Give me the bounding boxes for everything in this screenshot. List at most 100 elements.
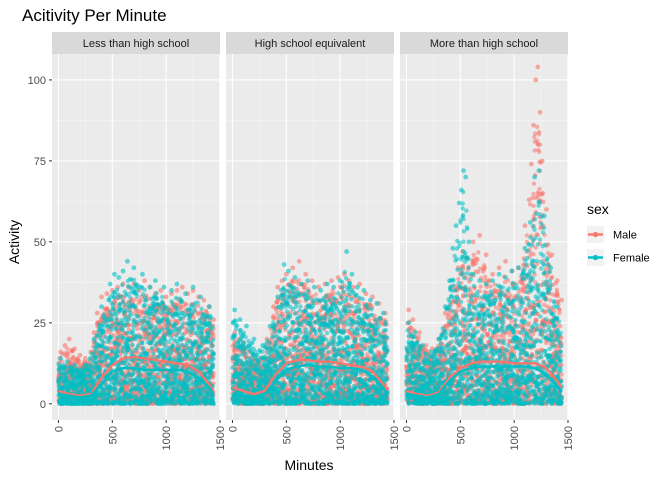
data-point [190,353,196,358]
data-point [200,325,205,331]
data-point [120,327,126,333]
data-point [144,328,149,333]
data-point [198,344,204,349]
data-point [173,322,178,327]
data-point [122,302,128,307]
data-point [208,315,214,321]
data-point [188,329,193,335]
data-point [151,351,156,356]
data-point [175,306,181,312]
data-point [199,306,204,312]
data-point [157,303,162,308]
data-point [174,281,180,287]
data-point [166,339,171,344]
data-point [153,381,159,386]
data-point [161,284,167,290]
data-point [62,343,68,348]
data-point [70,354,76,360]
data-point [99,350,105,355]
data-point [173,295,179,301]
data-point [126,361,131,367]
data-point [116,275,122,280]
data-point [179,299,185,304]
data-point [115,354,120,359]
data-point [211,356,216,361]
data-point [158,288,164,293]
data-point [111,295,117,300]
data-point [140,340,145,346]
data-point [115,349,121,354]
smooth-line-male [58,355,215,397]
data-point [99,304,104,310]
data-point [64,359,70,365]
data-point [211,331,216,336]
data-point [211,351,216,356]
data-point [171,398,176,403]
data-point [190,284,196,290]
data-point [178,316,184,321]
data-point [105,347,110,352]
data-point [124,331,129,336]
data-point [148,323,154,328]
data-point [202,358,208,363]
data-point [169,299,174,304]
data-point [153,324,158,329]
data-point [103,358,108,363]
data-point [93,348,99,353]
data-point [126,347,131,352]
data-point [66,336,72,342]
data-point [207,333,212,339]
data-point [126,327,132,332]
data-point [174,288,180,293]
data-point [125,292,130,297]
data-point [120,299,126,304]
data-point [180,321,185,326]
data-point [194,339,199,344]
data-point [184,330,189,335]
data-point [115,335,120,340]
data-point [65,346,70,351]
data-point [160,327,165,332]
data-point [208,373,213,378]
data-point [180,332,185,337]
data-point [200,312,206,317]
data-point [144,336,149,341]
data-point [107,389,113,395]
smooth-line-female [58,367,215,399]
data-point [196,397,202,402]
chart-title: Acitivity Per Minute [22,6,167,25]
data-point [127,377,132,382]
data-point [207,321,212,326]
data-point [192,304,197,309]
data-point [95,354,100,359]
data-point [163,339,168,344]
facet-strip-label: Less than high school [83,38,189,50]
data-point [162,333,167,338]
data-point [134,319,139,324]
data-point [210,324,215,330]
data-point [130,342,135,348]
data-point [311,379,317,385]
data-point [309,294,315,299]
data-point [135,293,140,299]
data-point [179,357,185,362]
data-point [156,378,162,383]
data-point [179,324,184,329]
data-point [162,345,167,351]
data-point [110,317,115,322]
data-point [59,375,64,380]
data-point [120,282,125,288]
data-point [107,281,113,287]
data-point [140,271,145,277]
data-point [210,362,216,367]
data-point [113,327,119,332]
data-point [116,292,121,297]
data-point [147,284,153,290]
data-point [135,350,140,355]
data-point [167,321,172,326]
data-point [115,371,120,376]
data-point [154,296,160,302]
data-point [166,307,171,312]
